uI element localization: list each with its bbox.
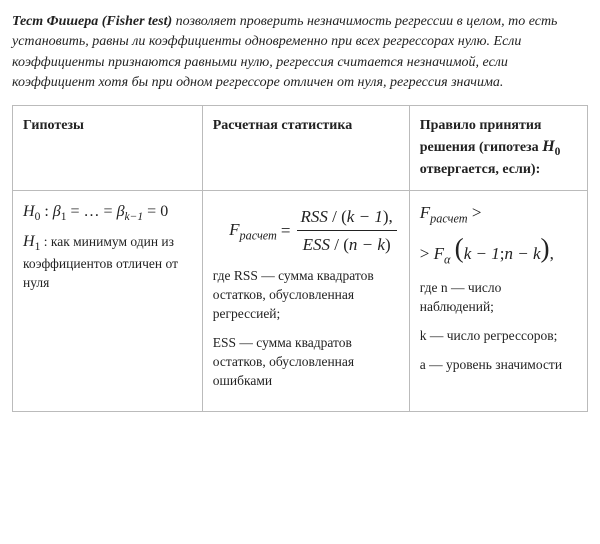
- statistic-description: где RSS — сумма квадратов остатков, обус…: [213, 267, 399, 390]
- table-header-row: Гипотезы Расчетная статистика Правило пр…: [13, 106, 588, 190]
- fisher-test-table: Гипотезы Расчетная статистика Правило пр…: [12, 105, 588, 411]
- header-statistic: Расчетная статистика: [202, 106, 409, 190]
- intro-title: Тест Фишера (Fisher test): [12, 14, 172, 29]
- formula-f-calc: Fрасчет = RSS / (k − 1), ESS / (n − k): [213, 205, 399, 258]
- rule-description: где n — число наблюдений; k — число регр…: [420, 279, 577, 375]
- intro-paragraph: Тест Фишера (Fisher test) позволяет пров…: [12, 12, 588, 93]
- rule-line-1: Fрасчет >: [420, 201, 577, 228]
- cell-hypotheses: H0 : β1 = … = βk−1 = 0 H1 : как минимум …: [13, 190, 203, 411]
- rule-line-2: > Fα (k − 1;n − k),: [420, 231, 577, 269]
- header-hypotheses: Гипотезы: [13, 106, 203, 190]
- hypothesis-h1: H1 : как минимум один из коэффициентов о…: [23, 231, 192, 293]
- cell-statistic: Fрасчет = RSS / (k − 1), ESS / (n − k) г…: [202, 190, 409, 411]
- cell-decision-rule: Fрасчет > > Fα (k − 1;n − k), где n — чи…: [409, 190, 587, 411]
- table-body-row: H0 : β1 = … = βk−1 = 0 H1 : как минимум …: [13, 190, 588, 411]
- hypothesis-h0: H0 : β1 = … = βk−1 = 0: [23, 201, 192, 225]
- header-decision-rule: Правило принятия решения (гипотеза H0 от…: [409, 106, 587, 190]
